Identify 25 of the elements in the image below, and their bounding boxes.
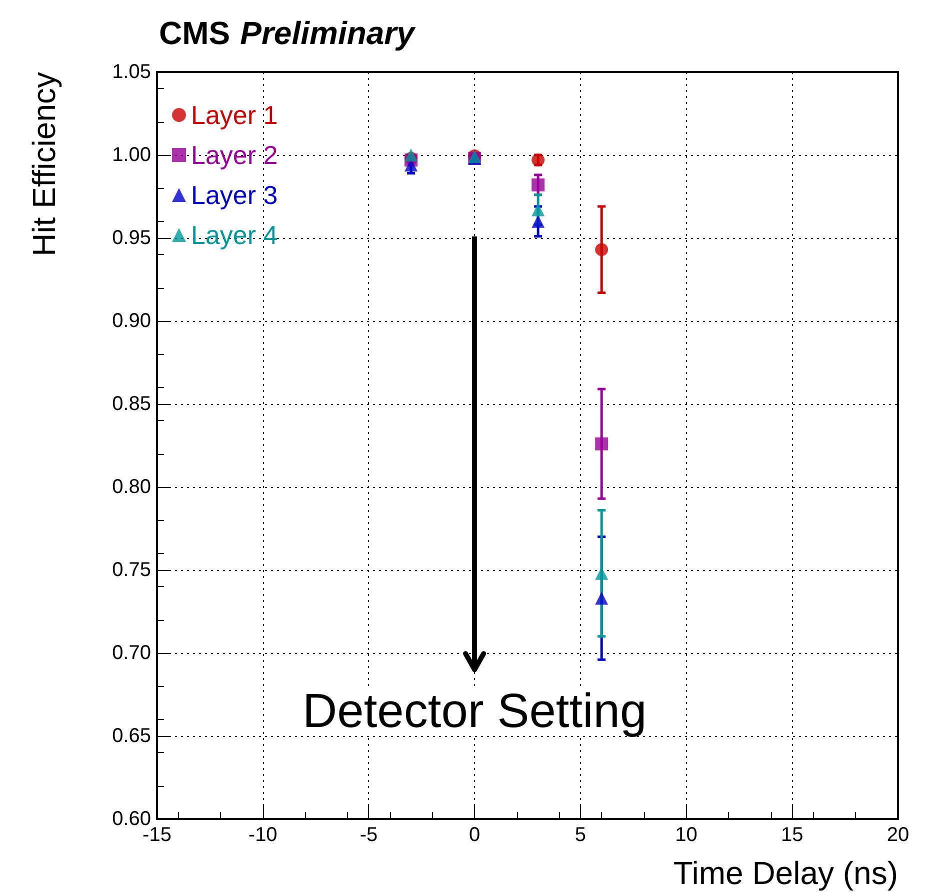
ref-line-label: Detector Setting (302, 685, 647, 738)
x-tick-label: 20 (886, 824, 910, 846)
y-tick-label: 1.05 (112, 61, 151, 83)
legend-label: Layer 2 (191, 140, 278, 170)
x-tick-label: -10 (248, 824, 278, 846)
legend-label: Layer 1 (191, 100, 278, 130)
x-tick-label: 15 (781, 824, 804, 846)
y-tick-label: 0.65 (112, 725, 151, 747)
y-tick-label: 0.90 (112, 310, 151, 332)
chart-title: CMS (159, 15, 230, 51)
y-axis-title: Hit Efficiency (26, 72, 62, 256)
y-tick-label: 0.95 (112, 227, 151, 249)
x-tick-label: 5 (574, 824, 586, 846)
chart-subtitle: Preliminary (240, 15, 417, 51)
legend-label: Layer 3 (191, 180, 278, 210)
y-tick-label: 0.75 (112, 559, 151, 581)
x-tick-label: -5 (360, 824, 378, 846)
x-axis-title: Time Delay (ns) (673, 855, 898, 891)
legend-label: Layer 4 (191, 220, 278, 250)
y-tick-label: 1.00 (112, 144, 151, 166)
y-tick-label: 0.85 (112, 393, 151, 415)
y-tick-label: 0.80 (112, 476, 151, 498)
y-tick-label: 0.70 (112, 642, 151, 664)
x-tick-label: 10 (675, 824, 698, 846)
x-tick-label: 0 (469, 824, 480, 846)
